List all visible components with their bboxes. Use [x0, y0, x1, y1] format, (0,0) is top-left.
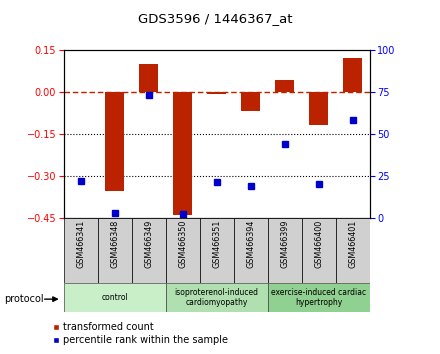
Text: GSM466400: GSM466400	[314, 220, 323, 268]
Text: GSM466401: GSM466401	[348, 220, 357, 268]
Bar	[336, 218, 370, 283]
Bar	[98, 218, 132, 283]
Text: protocol: protocol	[4, 294, 44, 304]
Bar	[343, 58, 362, 92]
Text: GDS3596 / 1446367_at: GDS3596 / 1446367_at	[138, 12, 293, 25]
Bar	[132, 218, 166, 283]
Bar	[268, 218, 302, 283]
Text: GSM466341: GSM466341	[76, 220, 85, 268]
Bar	[200, 218, 234, 283]
Text: exercise-induced cardiac
hypertrophy: exercise-induced cardiac hypertrophy	[271, 288, 366, 307]
Bar	[173, 92, 192, 215]
Text: isoproterenol-induced
cardiomyopathy: isoproterenol-induced cardiomyopathy	[175, 288, 259, 307]
Bar	[275, 80, 294, 92]
Bar	[309, 92, 328, 125]
Bar	[234, 218, 268, 283]
Bar	[64, 283, 166, 312]
Legend: transformed count, percentile rank within the sample: transformed count, percentile rank withi…	[49, 319, 232, 349]
Text: GSM466348: GSM466348	[110, 220, 119, 268]
Text: GSM466394: GSM466394	[246, 220, 255, 268]
Bar	[166, 283, 268, 312]
Bar	[241, 92, 260, 111]
Bar	[139, 64, 158, 92]
Bar	[106, 92, 124, 191]
Bar	[64, 218, 98, 283]
Bar	[268, 283, 370, 312]
Bar	[166, 218, 200, 283]
Text: GSM466350: GSM466350	[178, 220, 187, 268]
Text: GSM466351: GSM466351	[212, 220, 221, 268]
Bar	[302, 218, 336, 283]
Text: control: control	[101, 293, 128, 302]
Text: GSM466349: GSM466349	[144, 220, 153, 268]
Bar	[207, 92, 226, 95]
Text: GSM466399: GSM466399	[280, 220, 289, 268]
